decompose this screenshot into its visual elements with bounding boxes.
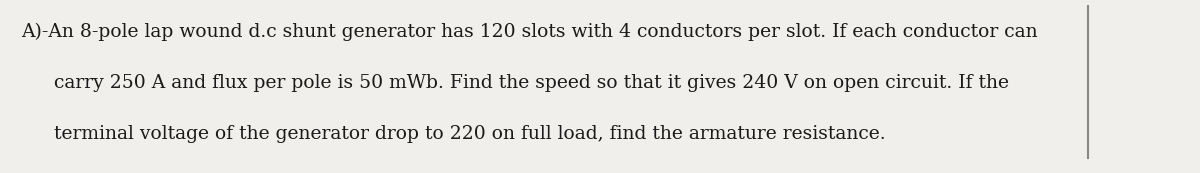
Text: carry 250 A and flux per pole is 50 mWb. Find the speed so that it gives 240 V o: carry 250 A and flux per pole is 50 mWb.… <box>54 74 1009 92</box>
Text: terminal voltage of the generator drop to 220 on full load, find the armature re: terminal voltage of the generator drop t… <box>54 125 886 143</box>
Text: A)-An 8-pole lap wound d.c shunt generator has 120 slots with 4 conductors per s: A)-An 8-pole lap wound d.c shunt generat… <box>22 23 1038 41</box>
